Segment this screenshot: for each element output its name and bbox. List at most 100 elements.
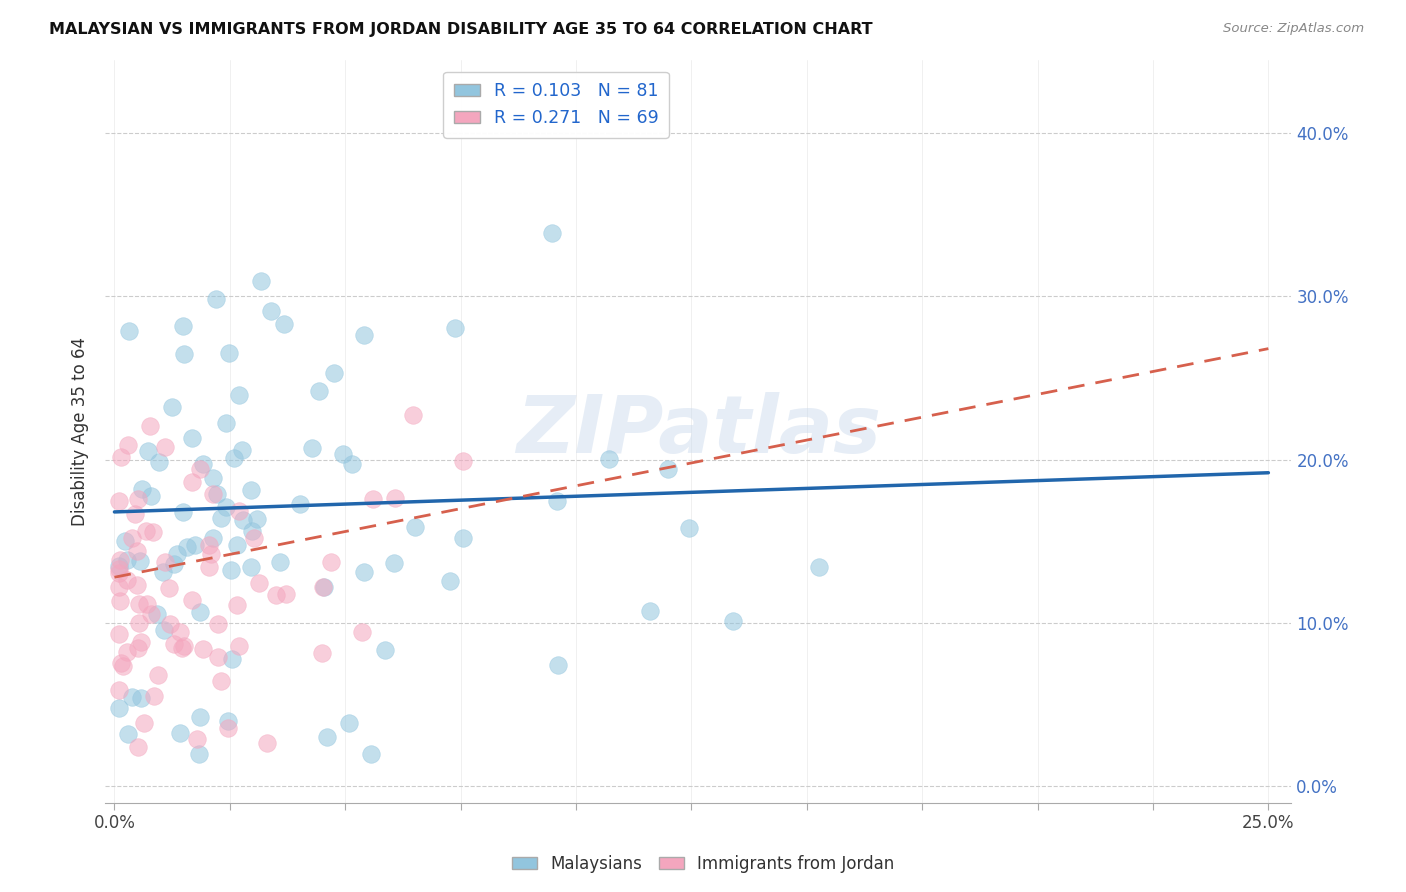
Point: [108, 580, 131, 594]
Point: [127, 739, 149, 754]
Point: [163, 557, 186, 571]
Point: [198, 538, 221, 552]
Point: [169, 624, 191, 639]
Point: [188, 462, 211, 476]
Text: Source: ZipAtlas.com: Source: ZipAtlas.com: [1223, 22, 1364, 36]
Point: [186, 732, 208, 747]
Point: [217, 714, 239, 728]
Point: [226, 538, 249, 552]
Point: [240, 483, 263, 497]
Point: [340, 457, 363, 471]
Legend: R = 0.103   N = 81, R = 0.271   N = 69: R = 0.103 N = 81, R = 0.271 N = 69: [443, 72, 669, 137]
Point: [128, 615, 150, 630]
Point: [231, 442, 253, 457]
Point: [204, 292, 226, 306]
Point: [209, 511, 232, 525]
Point: [108, 682, 131, 697]
Point: [215, 416, 238, 430]
Point: [117, 727, 139, 741]
Point: [108, 562, 131, 576]
Point: [312, 580, 335, 594]
Point: [125, 578, 148, 592]
Point: [228, 640, 250, 654]
Point: [129, 690, 152, 705]
Point: [451, 454, 474, 468]
Point: [353, 327, 375, 342]
Point: [184, 538, 207, 552]
Point: [170, 640, 193, 655]
Point: [353, 565, 375, 579]
Point: [678, 521, 700, 535]
Point: [200, 547, 222, 561]
Point: [540, 226, 562, 240]
Point: [110, 450, 132, 465]
Point: [108, 701, 131, 715]
Point: [191, 457, 214, 471]
Point: [323, 367, 346, 381]
Point: [382, 556, 405, 570]
Point: [128, 598, 150, 612]
Point: [273, 317, 295, 331]
Point: [117, 573, 139, 587]
Point: [247, 575, 270, 590]
Point: [218, 346, 240, 360]
Point: [108, 593, 131, 607]
Point: [159, 616, 181, 631]
Point: [451, 531, 474, 545]
Point: [315, 730, 337, 744]
Point: [269, 555, 291, 569]
Point: [240, 524, 263, 538]
Y-axis label: Disability Age 35 to 64: Disability Age 35 to 64: [72, 336, 89, 525]
Point: [311, 647, 333, 661]
Point: [242, 531, 264, 545]
Point: [314, 580, 336, 594]
Point: [374, 643, 396, 657]
Point: [108, 493, 131, 508]
Point: [108, 558, 131, 573]
Point: [190, 709, 212, 723]
Point: [443, 321, 465, 335]
Point: [155, 441, 177, 455]
Point: [202, 531, 225, 545]
Point: [547, 658, 569, 673]
Point: [142, 525, 165, 540]
Point: [207, 616, 229, 631]
Point: [264, 588, 287, 602]
Point: [135, 524, 157, 538]
Point: [361, 492, 384, 507]
Point: [319, 555, 342, 569]
Point: [129, 554, 152, 568]
Point: [232, 513, 254, 527]
Point: [214, 500, 236, 514]
Point: [207, 650, 229, 665]
Point: [276, 587, 298, 601]
Point: [117, 437, 139, 451]
Point: [136, 444, 159, 458]
Point: [125, 544, 148, 558]
Point: [723, 615, 745, 629]
Point: [808, 560, 831, 574]
Point: [114, 533, 136, 548]
Point: [146, 668, 169, 682]
Point: [172, 319, 194, 334]
Point: [404, 520, 426, 534]
Point: [337, 715, 360, 730]
Point: [162, 637, 184, 651]
Point: [201, 470, 224, 484]
Point: [136, 597, 159, 611]
Point: [350, 625, 373, 640]
Point: [402, 408, 425, 422]
Point: [181, 475, 204, 490]
Point: [110, 552, 132, 566]
Point: [209, 673, 232, 688]
Point: [202, 487, 225, 501]
Point: [188, 605, 211, 619]
Point: [108, 566, 131, 580]
Point: [173, 347, 195, 361]
Point: [152, 565, 174, 579]
Text: MALAYSIAN VS IMMIGRANTS FROM JORDAN DISABILITY AGE 35 TO 64 CORRELATION CHART: MALAYSIAN VS IMMIGRANTS FROM JORDAN DISA…: [49, 22, 873, 37]
Point: [118, 324, 141, 338]
Point: [228, 388, 250, 402]
Point: [246, 512, 269, 526]
Point: [224, 451, 246, 466]
